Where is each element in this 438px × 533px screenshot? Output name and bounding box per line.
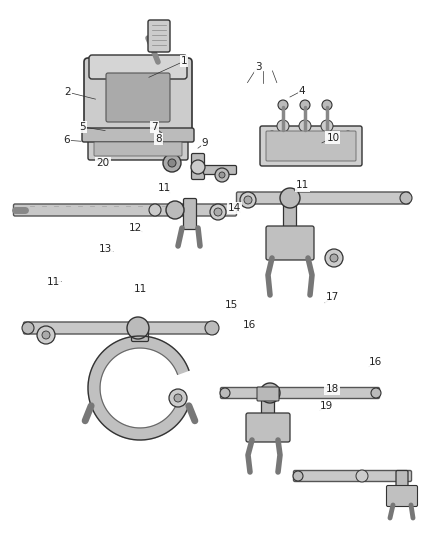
- Circle shape: [293, 471, 303, 481]
- FancyBboxPatch shape: [386, 486, 417, 506]
- Circle shape: [356, 470, 368, 482]
- FancyBboxPatch shape: [82, 128, 194, 142]
- Circle shape: [277, 120, 289, 132]
- FancyBboxPatch shape: [220, 387, 379, 399]
- Circle shape: [127, 317, 149, 339]
- Text: 16: 16: [369, 358, 382, 367]
- FancyBboxPatch shape: [261, 391, 275, 419]
- Text: 15: 15: [225, 301, 238, 310]
- Circle shape: [268, 150, 276, 158]
- FancyBboxPatch shape: [237, 192, 410, 204]
- Text: 7: 7: [151, 122, 158, 132]
- Text: 17: 17: [326, 293, 339, 302]
- Circle shape: [344, 150, 352, 158]
- Circle shape: [260, 383, 280, 403]
- Text: 4: 4: [299, 86, 306, 95]
- Circle shape: [163, 154, 181, 172]
- FancyBboxPatch shape: [266, 131, 356, 161]
- FancyBboxPatch shape: [106, 73, 170, 122]
- Circle shape: [174, 394, 182, 402]
- Text: 11: 11: [158, 183, 171, 193]
- Text: 16: 16: [243, 320, 256, 330]
- Circle shape: [220, 388, 230, 398]
- FancyBboxPatch shape: [260, 126, 362, 166]
- FancyBboxPatch shape: [293, 471, 411, 481]
- Circle shape: [191, 160, 205, 174]
- Circle shape: [168, 159, 176, 167]
- Text: 9: 9: [201, 138, 208, 148]
- Text: 11: 11: [134, 284, 147, 294]
- Circle shape: [299, 120, 311, 132]
- Circle shape: [42, 331, 50, 339]
- Text: 8: 8: [155, 134, 162, 143]
- Text: 3: 3: [255, 62, 262, 71]
- Circle shape: [278, 100, 288, 110]
- Circle shape: [22, 322, 34, 334]
- FancyBboxPatch shape: [257, 387, 279, 401]
- Circle shape: [166, 201, 184, 219]
- Text: 5: 5: [79, 122, 86, 132]
- FancyBboxPatch shape: [246, 413, 290, 442]
- Circle shape: [244, 196, 252, 204]
- Text: 11: 11: [296, 181, 309, 190]
- Text: 14: 14: [228, 203, 241, 213]
- Circle shape: [240, 192, 256, 208]
- Circle shape: [214, 208, 222, 216]
- Text: 19: 19: [320, 401, 333, 411]
- FancyBboxPatch shape: [89, 55, 187, 79]
- Circle shape: [400, 192, 412, 204]
- Circle shape: [169, 389, 187, 407]
- Text: 18: 18: [325, 384, 339, 394]
- Text: 1: 1: [180, 56, 187, 66]
- Text: 10: 10: [326, 133, 339, 142]
- FancyBboxPatch shape: [283, 195, 297, 231]
- Circle shape: [219, 172, 225, 178]
- FancyBboxPatch shape: [88, 138, 188, 160]
- FancyBboxPatch shape: [84, 58, 192, 138]
- FancyBboxPatch shape: [266, 226, 314, 260]
- FancyBboxPatch shape: [148, 20, 170, 52]
- Text: 6: 6: [63, 135, 70, 145]
- FancyBboxPatch shape: [131, 327, 148, 342]
- Circle shape: [344, 131, 352, 139]
- Text: 11: 11: [47, 278, 60, 287]
- Circle shape: [205, 321, 219, 335]
- Circle shape: [280, 188, 300, 208]
- FancyBboxPatch shape: [94, 142, 182, 156]
- Circle shape: [149, 204, 161, 216]
- Circle shape: [210, 204, 226, 220]
- Circle shape: [215, 168, 229, 182]
- Circle shape: [330, 254, 338, 262]
- Text: 13: 13: [99, 245, 112, 254]
- Circle shape: [371, 388, 381, 398]
- FancyBboxPatch shape: [14, 204, 237, 216]
- Circle shape: [268, 131, 276, 139]
- FancyBboxPatch shape: [204, 166, 237, 174]
- FancyBboxPatch shape: [24, 322, 216, 334]
- FancyBboxPatch shape: [396, 471, 408, 491]
- Circle shape: [37, 326, 55, 344]
- FancyBboxPatch shape: [191, 154, 205, 180]
- Text: 2: 2: [64, 87, 71, 97]
- Circle shape: [325, 249, 343, 267]
- Text: 20: 20: [96, 158, 110, 167]
- Circle shape: [321, 120, 333, 132]
- FancyBboxPatch shape: [184, 198, 197, 230]
- Text: 12: 12: [129, 223, 142, 233]
- Circle shape: [300, 100, 310, 110]
- Polygon shape: [88, 336, 189, 440]
- Circle shape: [322, 100, 332, 110]
